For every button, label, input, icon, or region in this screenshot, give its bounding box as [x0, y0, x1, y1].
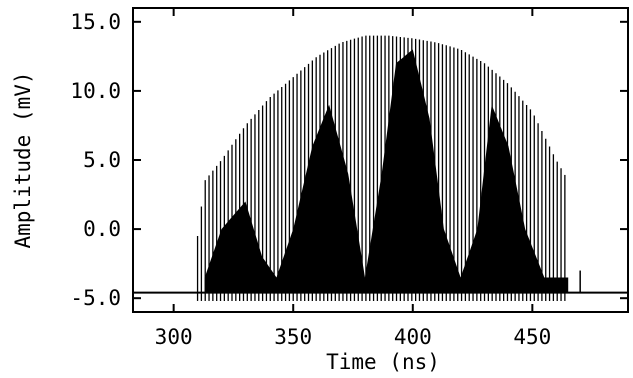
y-axis-ticks: -5.0 0.0 5.0 10.0 15.0: [70, 10, 628, 310]
y-axis-label: Amplitude (mV): [11, 71, 35, 248]
signal-trace: [133, 35, 628, 301]
x-tick-label: 300: [155, 325, 193, 349]
x-tick-label: 400: [394, 325, 432, 349]
x-axis-ticks: 300 350 400 450: [155, 8, 551, 349]
y-tick-label: 0.0: [83, 217, 121, 241]
x-tick-label: 450: [513, 325, 551, 349]
y-tick-label: -5.0: [70, 286, 121, 310]
y-tick-label: 15.0: [70, 10, 121, 34]
x-axis-label: Time (ns): [326, 350, 440, 374]
y-tick-label: 5.0: [83, 148, 121, 172]
y-tick-label: 10.0: [70, 79, 121, 103]
x-tick-label: 350: [274, 325, 312, 349]
